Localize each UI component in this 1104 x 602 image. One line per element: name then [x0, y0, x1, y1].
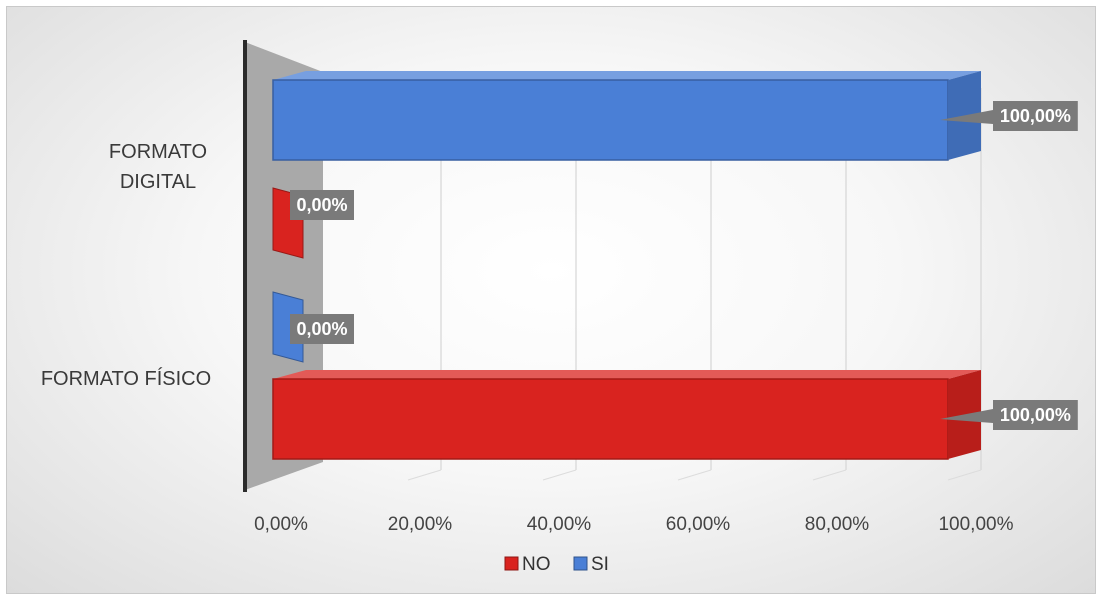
legend-label: SI	[591, 554, 609, 575]
bar-no-0-label-text: 100,00%	[1000, 405, 1071, 425]
x-tick-label: 0,00%	[254, 514, 308, 535]
gridline-floor	[407, 469, 442, 481]
legend-item-no: NO	[504, 554, 551, 575]
x-tick-label: 100,00%	[938, 514, 1013, 535]
bar-no-0-top	[273, 370, 981, 379]
bar-no-1-label-text: 0,00%	[296, 195, 347, 215]
bar-si-1-top	[273, 71, 981, 80]
bar-no-0-label-box	[993, 400, 1078, 430]
gridline-floor	[812, 469, 847, 481]
x-tick-label: 40,00%	[527, 514, 592, 535]
legend-swatch	[573, 556, 588, 571]
category-label: DIGITAL	[120, 171, 196, 193]
gridline-floor	[542, 469, 577, 481]
bar-si-0	[272, 291, 304, 363]
bar-si-1	[272, 71, 981, 161]
bar-no-0-label-pointer	[940, 409, 993, 423]
legend-swatch	[504, 556, 519, 571]
category-labels: FORMATO FÍSICO FORMATO DIGITAL	[41, 141, 211, 390]
bars	[272, 71, 981, 460]
gridline-floor	[677, 469, 712, 481]
bar-si-1-label-text: 100,00%	[1000, 106, 1071, 126]
bar-si-1-front	[272, 79, 949, 161]
bar-si-1-label-box	[993, 101, 1078, 131]
bar-si-0-label: 0,00%	[290, 314, 354, 344]
x-tick-label: 80,00%	[805, 514, 870, 535]
legend-label: NO	[522, 554, 551, 575]
x-tick-label: 20,00%	[388, 514, 453, 535]
x-axis-tick-labels: 0,00% 20,00% 40,00% 60,00% 80,00% 100,00%	[254, 514, 1014, 535]
category-label: FORMATO FÍSICO	[41, 367, 211, 390]
bar-no-0-front	[272, 378, 949, 460]
gridline-floor	[947, 469, 982, 481]
legend: NO SI	[504, 554, 609, 575]
bar-si-0-label-box	[290, 314, 354, 344]
bar-no-0	[272, 370, 981, 460]
legend-item-si: SI	[573, 554, 609, 575]
bar-no-1-label: 0,00%	[290, 190, 354, 220]
data-labels: 0,00% 100,00% 100,00% 0,00%	[290, 101, 1078, 430]
bar-no-1-label-box	[290, 190, 354, 220]
bar-no-0-label: 100,00%	[993, 400, 1078, 430]
x-tick-label: 60,00%	[666, 514, 731, 535]
bar-si-0-label-text: 0,00%	[296, 319, 347, 339]
bar-si-1-label-pointer	[940, 110, 993, 124]
bar-si-0-front	[272, 291, 304, 363]
category-label: FORMATO	[109, 141, 207, 163]
bar-si-1-label: 100,00%	[993, 101, 1078, 131]
